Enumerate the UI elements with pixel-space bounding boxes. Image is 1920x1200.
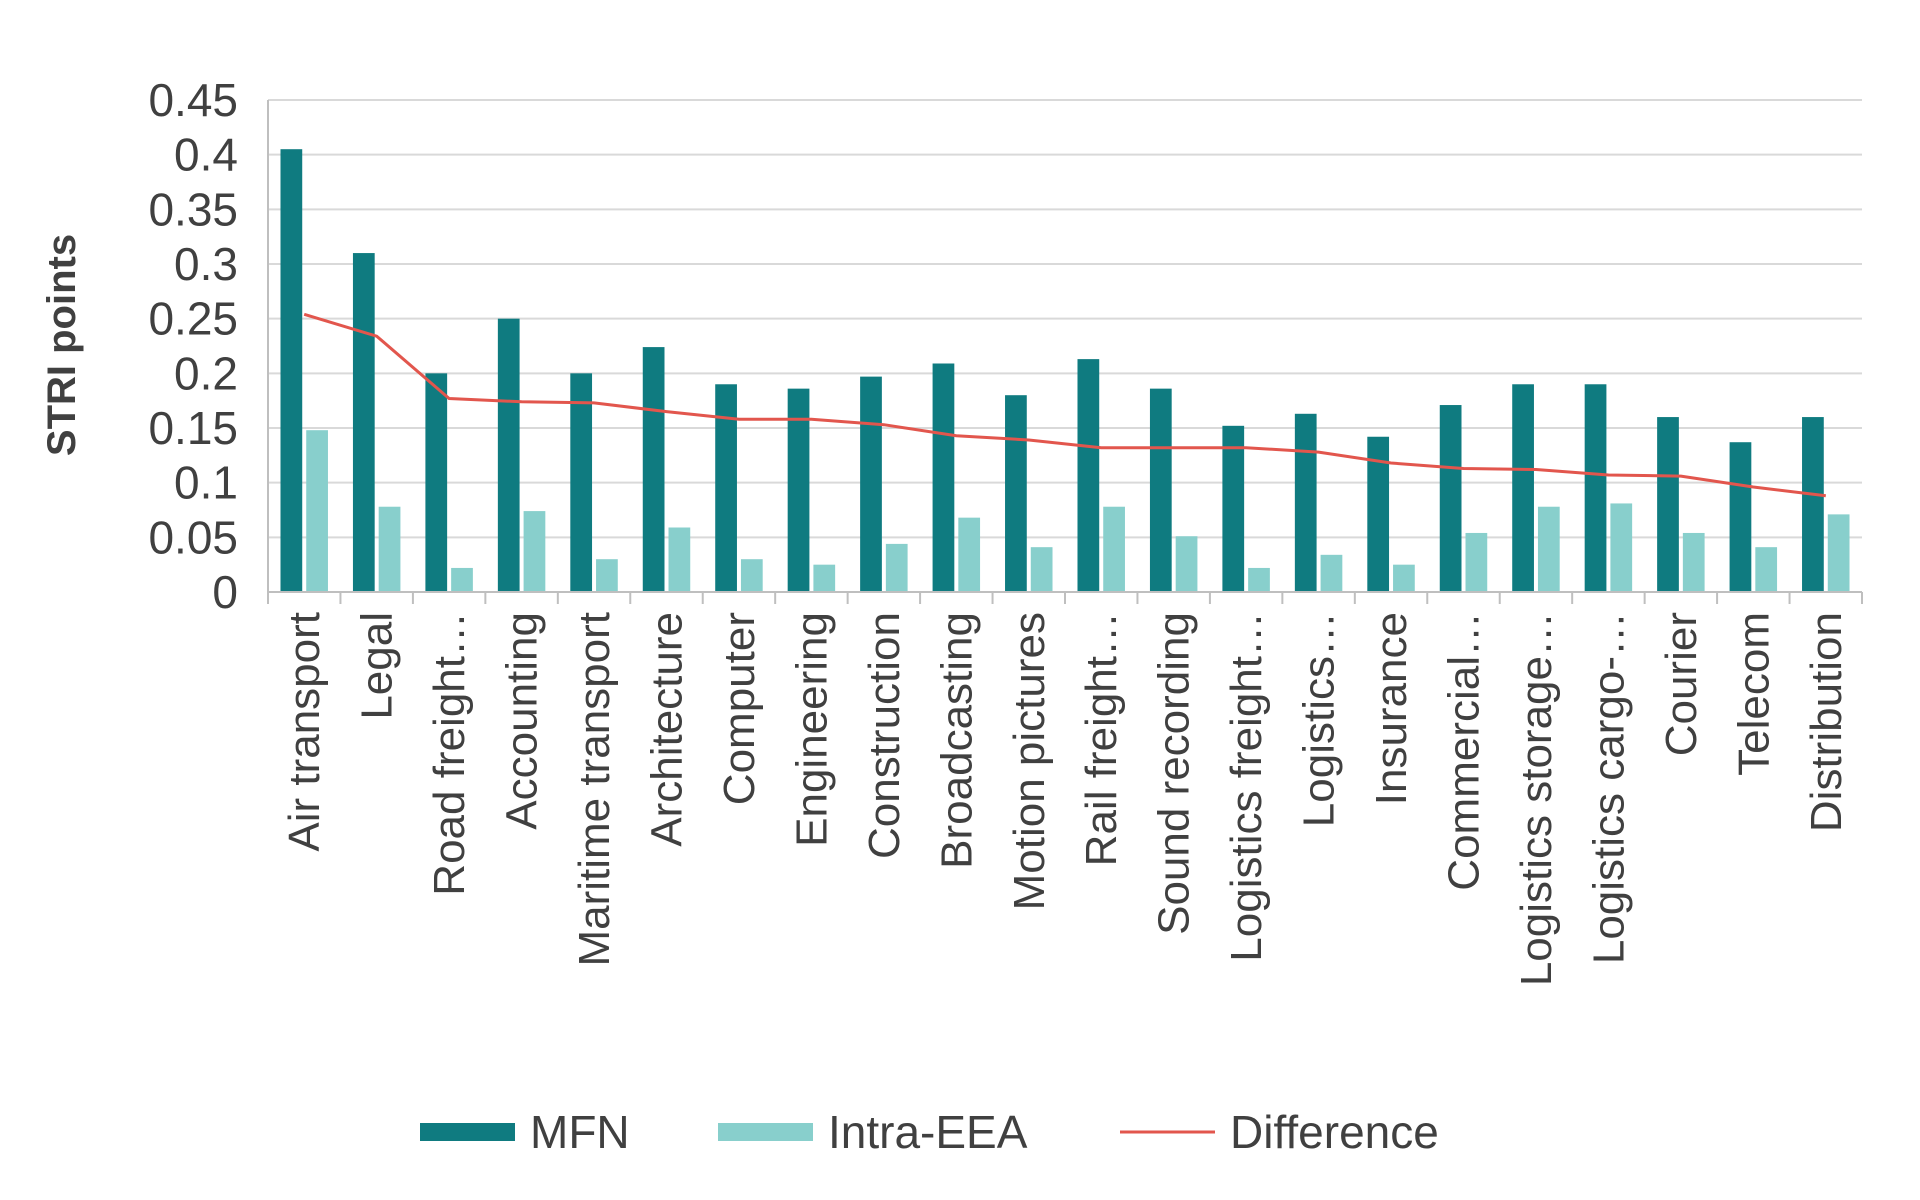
bar-intra-eea xyxy=(741,559,763,592)
x-tick-label: Broadcasting xyxy=(932,612,981,869)
x-tick-label: Logistics freight… xyxy=(1222,612,1271,962)
bar-intra-eea xyxy=(886,544,908,592)
x-tick-label: Maritime transport xyxy=(570,612,619,967)
legend-item-mfn: MFN xyxy=(420,1106,630,1158)
x-tick-label: Rail freight… xyxy=(1077,612,1126,866)
legend-swatch xyxy=(718,1123,813,1141)
bar-mfn xyxy=(1150,389,1172,592)
legend-swatch xyxy=(420,1123,515,1141)
x-tick-label: Sound recording xyxy=(1150,612,1199,935)
bars-layer xyxy=(280,149,1849,592)
bar-intra-eea xyxy=(1248,568,1270,592)
y-tick-label: 0.1 xyxy=(174,457,238,509)
bar-mfn xyxy=(1295,414,1317,592)
bar-mfn xyxy=(1440,405,1462,592)
x-tick-label: Logistics… xyxy=(1295,612,1344,827)
bar-mfn xyxy=(715,384,737,592)
bar-intra-eea xyxy=(1610,503,1632,592)
bar-intra-eea xyxy=(1755,547,1777,592)
bar-intra-eea xyxy=(1031,547,1053,592)
bar-intra-eea xyxy=(524,511,546,592)
y-tick-label: 0 xyxy=(212,566,238,618)
y-tick-label: 0.25 xyxy=(148,293,238,345)
bar-intra-eea xyxy=(813,565,835,592)
legend-item-difference: Difference xyxy=(1120,1106,1439,1158)
x-tick-label: Air transport xyxy=(280,612,329,852)
bar-intra-eea xyxy=(669,527,691,592)
bar-mfn xyxy=(1802,417,1824,592)
x-tick-label: Logistics storage… xyxy=(1512,612,1561,986)
y-tick-label: 0.3 xyxy=(174,238,238,290)
legend-label: Difference xyxy=(1230,1106,1439,1158)
x-tick-label: Architecture xyxy=(643,612,692,847)
y-tick-label: 0.05 xyxy=(148,511,238,563)
bar-mfn xyxy=(1585,384,1607,592)
x-tick-label: Commercial… xyxy=(1440,612,1489,891)
bar-intra-eea xyxy=(1538,507,1560,592)
y-tick-labels: 00.050.10.150.20.250.30.350.40.45 xyxy=(148,74,238,618)
legend-label: MFN xyxy=(530,1106,630,1158)
bar-mfn xyxy=(1730,442,1752,592)
x-tick-label: Engineering xyxy=(787,612,836,847)
bar-mfn xyxy=(353,253,375,592)
x-tick-label: Courier xyxy=(1657,612,1706,756)
bar-intra-eea xyxy=(596,559,618,592)
y-tick-label: 0.15 xyxy=(148,402,238,454)
bar-mfn xyxy=(1222,426,1244,592)
bar-intra-eea xyxy=(1393,565,1415,592)
bar-mfn xyxy=(1077,359,1099,592)
bar-intra-eea xyxy=(1828,514,1850,592)
bar-mfn xyxy=(1657,417,1679,592)
x-tick-label: Insurance xyxy=(1367,612,1416,805)
x-tick-label: Construction xyxy=(860,612,909,859)
x-tick-labels: Air transport Legal Road freight… Accountin… xyxy=(280,612,1851,986)
bar-mfn xyxy=(498,319,520,592)
y-tick-label: 0.45 xyxy=(148,74,238,126)
x-tick-label: Telecom xyxy=(1729,612,1778,776)
y-tick-label: 0.2 xyxy=(174,347,238,399)
y-axis-title: STRI points xyxy=(40,234,84,456)
x-tick-label: Computer xyxy=(715,612,764,805)
bar-mfn xyxy=(933,363,955,592)
legend-item-intra-eea: Intra-EEA xyxy=(718,1106,1028,1158)
bar-intra-eea xyxy=(451,568,473,592)
x-tick-label: Legal xyxy=(353,612,402,720)
bar-mfn xyxy=(860,377,882,592)
x-tick-label: Accounting xyxy=(498,612,547,830)
y-tick-label: 0.35 xyxy=(148,183,238,235)
bar-intra-eea xyxy=(1683,533,1705,592)
x-tick-label: Motion pictures xyxy=(1005,612,1054,910)
bar-mfn xyxy=(425,373,447,592)
bar-intra-eea xyxy=(1321,555,1343,592)
bar-intra-eea xyxy=(1103,507,1125,592)
x-tick-label: Logistics cargo-… xyxy=(1584,612,1633,964)
bar-mfn xyxy=(643,347,665,592)
x-tick-label: Road freight… xyxy=(425,612,474,896)
legend: MFN Intra-EEA Difference xyxy=(420,1106,1439,1158)
bar-intra-eea xyxy=(379,507,401,592)
bar-mfn xyxy=(1005,395,1027,592)
bar-mfn xyxy=(1512,384,1534,592)
bar-intra-eea xyxy=(1176,536,1198,592)
legend-label: Intra-EEA xyxy=(828,1106,1028,1158)
bar-intra-eea xyxy=(958,518,980,592)
bar-intra-eea xyxy=(306,430,328,592)
bar-mfn xyxy=(280,149,302,592)
x-tick-label: Distribution xyxy=(1802,612,1851,832)
bar-intra-eea xyxy=(1466,533,1488,592)
y-tick-label: 0.4 xyxy=(174,129,238,181)
bar-mfn xyxy=(570,373,592,592)
